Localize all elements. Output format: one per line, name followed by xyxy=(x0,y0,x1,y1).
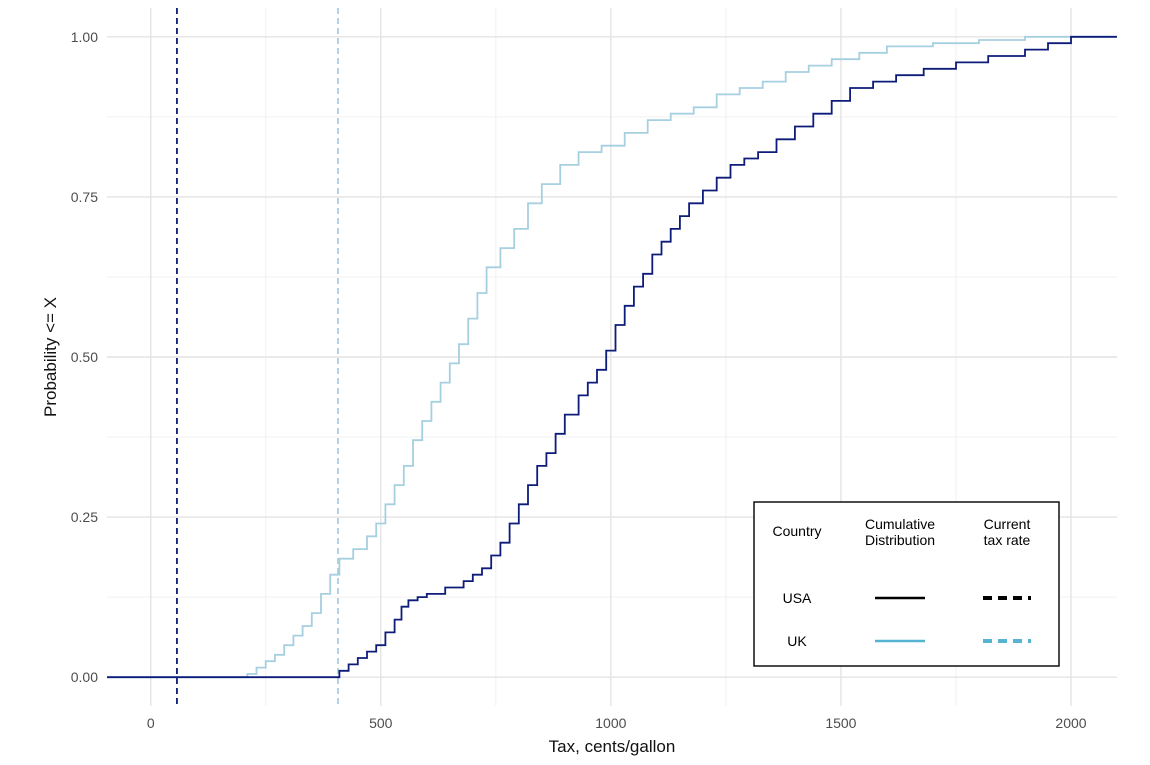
legend-country-uk: UK xyxy=(787,633,807,649)
x-tick-label: 500 xyxy=(369,715,393,731)
cdf-line-usa xyxy=(107,35,1117,679)
legend-header: tax rate xyxy=(984,532,1031,548)
legend-header: Current xyxy=(984,516,1031,532)
legend-header: Country xyxy=(772,523,821,539)
legend-header: Distribution xyxy=(865,532,935,548)
reference-lines xyxy=(176,8,339,706)
y-tick-label: 0.00 xyxy=(71,669,98,685)
y-tick-label: 0.25 xyxy=(71,509,98,525)
y-tick-label: 0.50 xyxy=(71,349,98,365)
y-axis-title: Probability <= X xyxy=(41,297,60,417)
legend-box xyxy=(753,501,1060,667)
x-tick-label: 2000 xyxy=(1055,715,1086,731)
tick-labels: 0 500 1000 1500 2000 0.00 0.25 0.50 0.75 1.00 xyxy=(71,29,1087,731)
grid-layer xyxy=(107,8,1117,706)
y-tick-label: 0.75 xyxy=(71,189,98,205)
cdf-line-uk xyxy=(107,35,1117,679)
x-axis-title: Tax, cents/gallon xyxy=(549,737,676,756)
legend-country-usa: USA xyxy=(783,590,812,606)
series-layer xyxy=(107,35,1117,679)
x-tick-label: 1500 xyxy=(825,715,856,731)
legend-header: Cumulative xyxy=(865,516,935,532)
y-tick-label: 1.00 xyxy=(71,29,98,45)
x-tick-label: 1000 xyxy=(595,715,626,731)
x-tick-label: 0 xyxy=(147,715,155,731)
